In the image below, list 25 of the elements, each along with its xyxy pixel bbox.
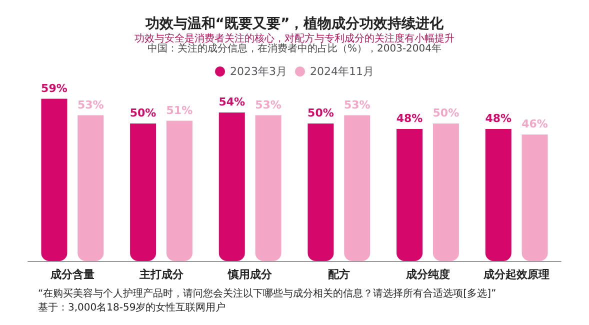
data-label: 53% [77,98,104,112]
legend-label: 2024年11月 [310,65,374,78]
x-tick-label: 成分纯度 [404,268,450,281]
x-tick-label: 慎用成分 [227,268,274,281]
data-label: 53% [344,98,370,112]
legend-label: 2023年3月 [230,65,288,78]
data-label: 48% [396,112,423,125]
data-label: 50% [308,106,334,120]
data-label: 48% [485,112,512,125]
data-label: 51% [166,104,193,117]
text: “在购买美容与个人护理产品时，请问您会关注以下哪些与成分相关的信息？请选择所有合适选项[多选]” [38,288,496,300]
data-label: 46% [522,118,548,130]
x-tick-label: 成分起效原理 [482,268,550,281]
x-tick-label: 成分含量 [49,268,94,281]
data-label: 50% [130,106,156,120]
chart-subtitle: 功效与安全是消费者关注的核心，对配方与专利成分的关注度有小幅提升 [134,32,454,44]
x-tick-label: 主打成分 [138,268,184,281]
data-label: 54% [218,96,246,108]
x-tick-label: 配方 [328,268,350,281]
chart-title: 功效与温和“既要又要”，植物成分功效持续进化 [144,16,445,32]
data-label: 53% [255,98,282,112]
data-label: 59% [41,82,68,95]
data-label: 50% [432,106,460,120]
text: 中国：关注的成分信息，在消费者中的占比（%），2003-2004年 [147,42,442,54]
text: 基于：3,000名18-59岁的女性互联网用户 [38,302,226,314]
